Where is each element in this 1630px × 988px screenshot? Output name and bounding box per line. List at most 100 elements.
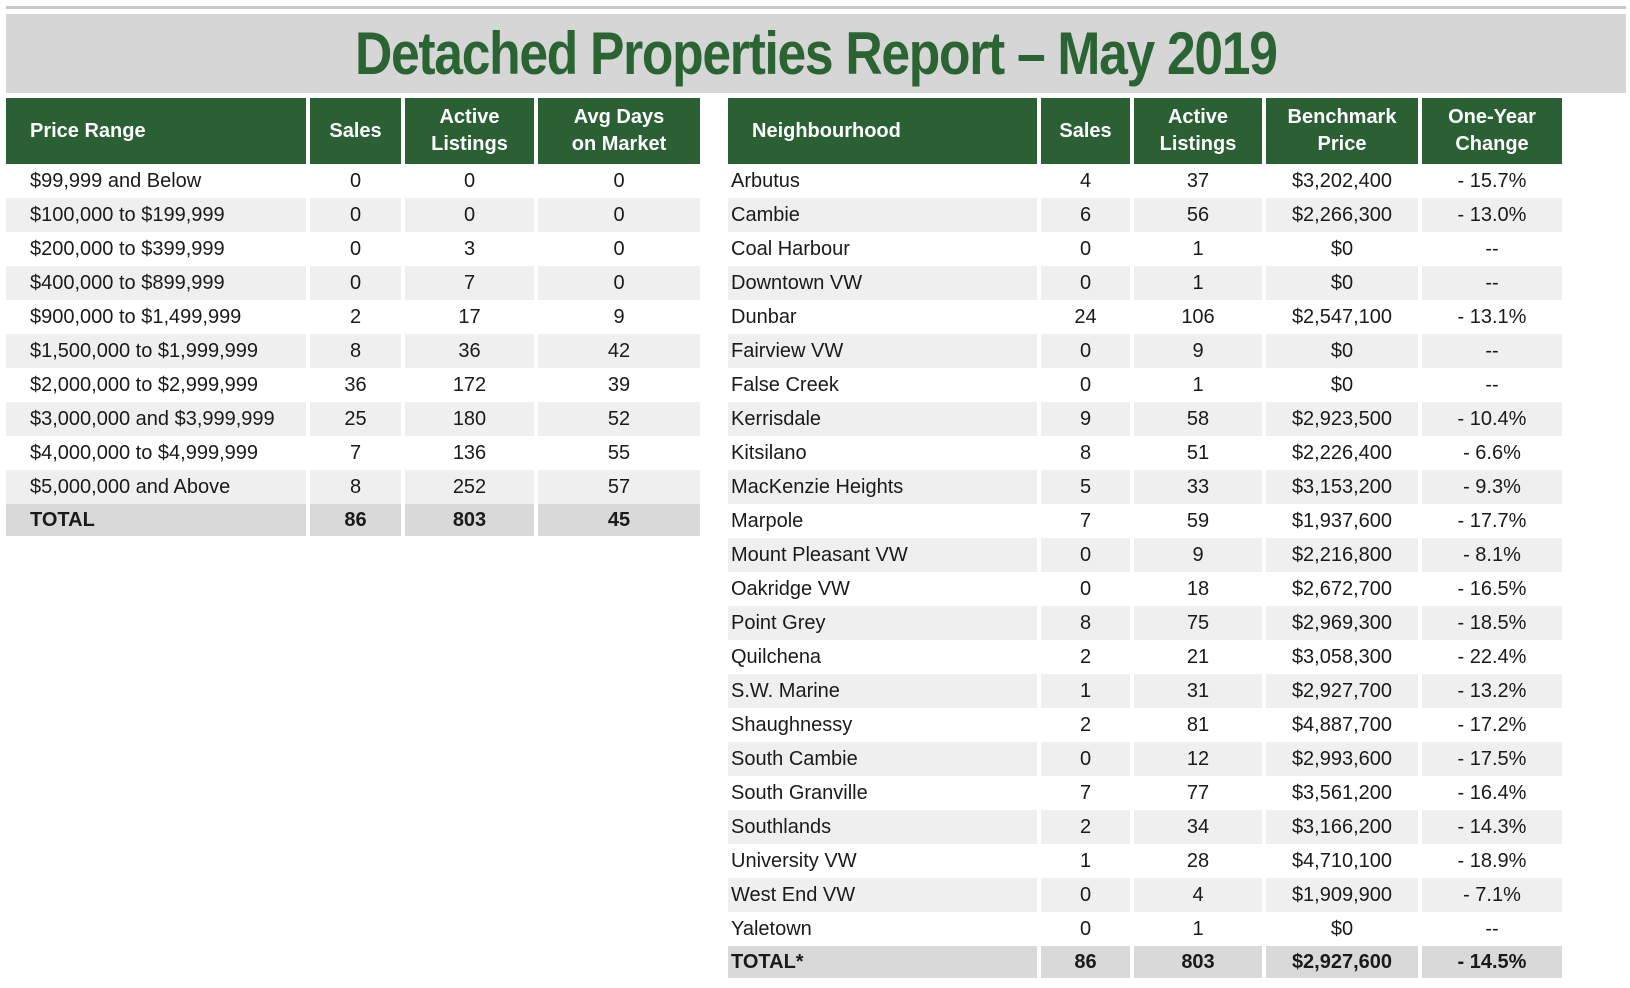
neighbourhood-table-body: Arbutus 4 37 $3,202,400- 15.7% Cambie 6 56 $2,2… [728,164,1562,946]
table-row: $3,000,000 and $3,999,999 25 180 52 [6,402,700,436]
neighbourhood-table-cell: 18 [1134,572,1266,606]
price-range-table: Price Range Sales Active Listings Avg Days on… [6,98,700,536]
neighbourhood-table-cell: 81 [1134,708,1266,742]
neighbourhood-table-cell: 0 [1041,742,1134,776]
neighbourhood-table-header-0: Neighbourhood [728,98,1041,164]
neighbourhood-table-cell: $2,927,700 [1266,674,1422,708]
neighbourhood-table-cell: 21 [1134,640,1266,674]
neighbourhood-table-cell: Point Grey [728,606,1041,640]
price-table-cell: $900,000 to $1,499,999 [6,300,310,334]
table-row: $200,000 to $399,999 0 3 0 [6,232,700,266]
neighbourhood-table-cell: 37 [1134,164,1266,198]
price-table-cell: 0 [538,198,700,232]
neighbourhood-table-cell: 34 [1134,810,1266,844]
price-table-cell: $3,000,000 and $3,999,999 [6,402,310,436]
neighbourhood-table-cell: 24 [1041,300,1134,334]
neighbourhood-table-cell: 0 [1041,538,1134,572]
neighbourhood-table-header-4: One-Year Change [1422,98,1562,164]
neighbourhood-table-cell: $3,166,200 [1266,810,1422,844]
neighbourhood-table-cell: University VW [728,844,1041,878]
neighbourhood-table-cell: $3,561,200 [1266,776,1422,810]
price-table-cell: 252 [405,470,538,504]
table-row: Quilchena 2 21 $3,058,300- 22.4% [728,640,1562,674]
neighbourhood-table-cell: -- [1422,232,1562,266]
neighbourhood-table-cell: Yaletown [728,912,1041,946]
price-table-cell: 8 [310,334,405,368]
neighbourhood-table-cell: $2,266,300 [1266,198,1422,232]
neighbourhood-table-cell: Kitsilano [728,436,1041,470]
table-row: Mount Pleasant VW 0 9 $2,216,800- 8.1% [728,538,1562,572]
table-row: Fairview VW 0 9 $0 -- [728,334,1562,368]
neighbourhood-table-cell: $2,672,700 [1266,572,1422,606]
neighbourhood-table-cell: 106 [1134,300,1266,334]
table-row: Coal Harbour 0 1 $0 -- [728,232,1562,266]
neighbourhood-table-cell: Oakridge VW [728,572,1041,606]
neighbourhood-table-cell: $3,202,400 [1266,164,1422,198]
table-row: Arbutus 4 37 $3,202,400- 15.7% [728,164,1562,198]
neighbourhood-table-total-cell: 803 [1134,946,1266,978]
neighbourhood-table-cell: -- [1422,266,1562,300]
neighbourhood-table-cell: -- [1422,912,1562,946]
title-bar: Detached Properties Report – May 2019 [6,14,1626,93]
table-row: Yaletown 0 1 $0 -- [728,912,1562,946]
report-title: Detached Properties Report – May 2019 [355,20,1278,87]
neighbourhood-table-cell: Coal Harbour [728,232,1041,266]
price-table-cell: 0 [310,232,405,266]
table-row: $1,500,000 to $1,999,999 8 36 42 [6,334,700,368]
neighbourhood-table-cell: - 18.5% [1422,606,1562,640]
table-row: Dunbar 24 106 $2,547,100- 13.1% [728,300,1562,334]
neighbourhood-table-cell: - 13.0% [1422,198,1562,232]
neighbourhood-table-cell: 1 [1041,844,1134,878]
price-table-cell: 0 [538,232,700,266]
neighbourhood-table-cell: 8 [1041,606,1134,640]
price-table-cell: $4,000,000 to $4,999,999 [6,436,310,470]
neighbourhood-table-cell: Shaughnessy [728,708,1041,742]
neighbourhood-table-cell: 56 [1134,198,1266,232]
price-table-total-cell: TOTAL [6,504,310,536]
neighbourhood-table-cell: - 13.1% [1422,300,1562,334]
price-table-cell: 52 [538,402,700,436]
price-table-cell: 0 [310,164,405,198]
price-table-cell: $2,000,000 to $2,999,999 [6,368,310,402]
price-table-cell: 172 [405,368,538,402]
table-row: Downtown VW 0 1 $0 -- [728,266,1562,300]
price-table-total-row: TOTAL 86 803 45 [6,504,700,536]
neighbourhood-table-cell: Southlands [728,810,1041,844]
price-table-cell: 2 [310,300,405,334]
price-table-cell: $400,000 to $899,999 [6,266,310,300]
neighbourhood-table-cell: 0 [1041,878,1134,912]
neighbourhood-table-total-cell: - 14.5% [1422,946,1562,978]
neighbourhood-table-total-row: TOTAL* 86 803 $2,927,600- 14.5% [728,946,1562,978]
neighbourhood-table-cell: 12 [1134,742,1266,776]
neighbourhood-table-header-3: Benchmark Price [1266,98,1422,164]
neighbourhood-table: Neighbourhood Sales Active Listings Benchmar… [728,98,1562,978]
neighbourhood-table-cell: $2,969,300 [1266,606,1422,640]
neighbourhood-table-cell: 9 [1134,538,1266,572]
price-table-cell: 136 [405,436,538,470]
price-table-cell: 0 [405,164,538,198]
table-row: University VW 1 28 $4,710,100- 18.9% [728,844,1562,878]
neighbourhood-table-cell: - 14.3% [1422,810,1562,844]
price-table-cell: 8 [310,470,405,504]
neighbourhood-table-cell: 0 [1041,266,1134,300]
price-table-cell: $5,000,000 and Above [6,470,310,504]
neighbourhood-table-cell: 51 [1134,436,1266,470]
neighbourhood-table-cell: Mount Pleasant VW [728,538,1041,572]
table-row: $2,000,000 to $2,999,999 36 172 39 [6,368,700,402]
price-table-cell: 9 [538,300,700,334]
neighbourhood-table-cell: - 17.7% [1422,504,1562,538]
neighbourhood-table-cell: 1 [1134,912,1266,946]
table-row: $100,000 to $199,999 0 0 0 [6,198,700,232]
neighbourhood-table-cell: 7 [1041,504,1134,538]
neighbourhood-table-cell: 31 [1134,674,1266,708]
neighbourhood-table-cell: - 13.2% [1422,674,1562,708]
neighbourhood-table-cell: 4 [1134,878,1266,912]
neighbourhood-table-cell: - 17.5% [1422,742,1562,776]
neighbourhood-table-cell: 0 [1041,368,1134,402]
neighbourhood-table-cell: -- [1422,334,1562,368]
price-table-cell: 17 [405,300,538,334]
price-table-header-3: Avg Days on Market [538,98,700,164]
neighbourhood-table-cell: $3,153,200 [1266,470,1422,504]
neighbourhood-table-cell: - 15.7% [1422,164,1562,198]
table-row: $99,999 and Below 0 0 0 [6,164,700,198]
